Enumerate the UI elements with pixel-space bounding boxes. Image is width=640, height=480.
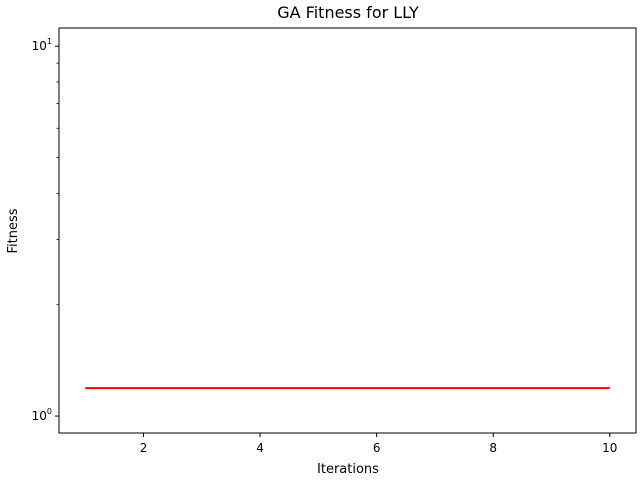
y-axis: 100 101: [32, 37, 59, 423]
x-tick-label: 8: [489, 441, 497, 455]
x-tick-label: 6: [373, 441, 381, 455]
y-axis-label: Fitness: [6, 208, 21, 253]
x-tick-label: 10: [602, 441, 617, 455]
plot-frame: [58, 27, 637, 434]
y-tick-label: 101: [32, 37, 52, 53]
x-axis: 2 4 6 8 10: [140, 433, 617, 455]
x-tick-label: 2: [140, 441, 148, 455]
chart-title: GA Fitness for LLY: [277, 3, 419, 22]
plot-area: [58, 27, 637, 434]
x-axis-label: Iterations: [317, 462, 379, 477]
x-tick-label: 4: [256, 441, 264, 455]
y-tick-label: 100: [32, 407, 52, 423]
